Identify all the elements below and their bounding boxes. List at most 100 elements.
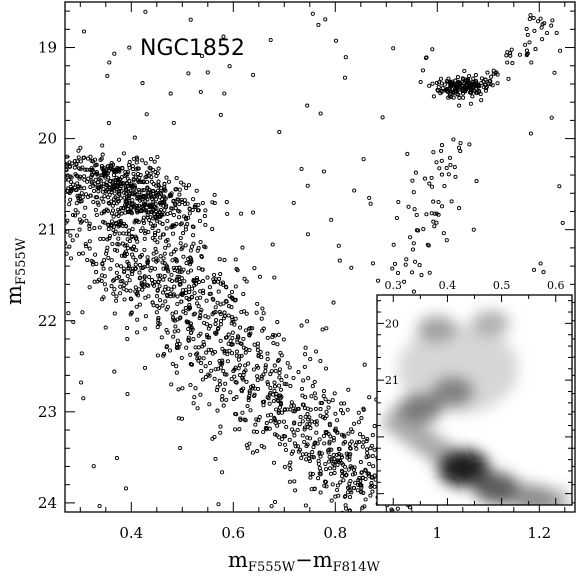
star-point: [456, 145, 462, 150]
inset-diffuse-region: [398, 323, 519, 414]
star-point: [181, 309, 186, 314]
star-point: [89, 179, 94, 184]
star-point: [326, 405, 331, 410]
star-point: [246, 361, 251, 366]
star-point: [164, 344, 170, 349]
star-point: [362, 504, 367, 509]
star-point: [102, 220, 107, 225]
star-point: [83, 192, 89, 197]
star-point: [221, 403, 226, 408]
star-point: [241, 292, 246, 297]
star-point: [458, 141, 463, 146]
star-point: [147, 203, 152, 208]
star-point: [161, 256, 166, 261]
star-point: [446, 172, 451, 177]
star-point: [330, 398, 335, 403]
star-point: [265, 357, 270, 362]
star-point: [225, 211, 230, 216]
star-point: [265, 382, 271, 387]
star-point: [336, 493, 341, 498]
star-point: [308, 471, 313, 476]
star-point: [161, 277, 166, 282]
star-point: [186, 71, 191, 76]
star-point: [169, 206, 174, 211]
star-point: [133, 285, 138, 290]
star-point: [80, 251, 85, 256]
star-point: [320, 327, 325, 332]
star-point: [370, 433, 375, 438]
star-point: [68, 189, 74, 194]
star-point: [247, 389, 252, 394]
star-point: [436, 80, 442, 85]
star-point: [145, 212, 150, 218]
star-point: [198, 314, 203, 319]
star-point: [243, 363, 248, 368]
star-point: [297, 447, 303, 452]
star-point: [180, 386, 185, 391]
star-point: [161, 266, 166, 271]
star-point: [340, 474, 345, 479]
star-point: [111, 278, 116, 283]
star-point: [203, 208, 208, 213]
star-point: [340, 510, 345, 512]
star-point: [541, 270, 546, 275]
star-point: [222, 258, 227, 263]
star-point: [455, 75, 460, 80]
star-point: [125, 391, 130, 397]
star-point: [50, 242, 53, 245]
star-point: [250, 386, 255, 391]
x-tick-label: 1.2: [527, 524, 551, 542]
star-point: [474, 179, 479, 184]
star-point: [174, 221, 179, 227]
star-point: [457, 103, 462, 108]
star-point: [114, 221, 119, 226]
star-point: [352, 471, 358, 476]
star-point: [251, 72, 256, 77]
star-point: [532, 28, 537, 33]
inset-heat-blobs: [379, 310, 570, 505]
star-point: [411, 241, 416, 246]
star-point: [272, 363, 277, 368]
star-point: [272, 499, 278, 505]
star-point: [447, 155, 453, 160]
star-point: [206, 347, 211, 352]
star-point: [119, 183, 124, 188]
star-point: [209, 368, 214, 373]
star-point: [158, 185, 164, 191]
star-point: [104, 170, 109, 175]
star-point: [121, 286, 126, 291]
star-point: [104, 287, 109, 292]
star-point: [140, 81, 145, 86]
star-point: [66, 177, 71, 182]
star-point: [95, 171, 100, 177]
star-point: [370, 489, 375, 494]
star-point: [336, 243, 341, 248]
star-point: [279, 437, 284, 442]
star-point: [279, 378, 284, 383]
star-point: [322, 441, 327, 446]
star-point: [182, 279, 187, 284]
star-point: [422, 176, 428, 181]
star-point: [59, 257, 62, 260]
star-point: [237, 427, 242, 432]
star-point: [446, 79, 451, 84]
star-point: [152, 230, 158, 235]
star-point: [413, 259, 418, 264]
star-point: [350, 472, 355, 477]
star-point: [353, 480, 358, 485]
star-point: [316, 476, 321, 481]
star-point: [293, 407, 298, 412]
main-axis-ticks: [65, 2, 575, 512]
star-point: [96, 202, 101, 207]
star-point: [318, 358, 323, 364]
star-point: [180, 200, 185, 205]
star-point: [418, 79, 423, 85]
star-point: [510, 61, 515, 66]
star-point: [41, 181, 44, 184]
star-point: [161, 188, 166, 193]
star-point: [89, 258, 94, 263]
star-point: [183, 215, 189, 220]
star-point: [122, 282, 127, 288]
star-point: [467, 82, 472, 87]
star-point: [274, 407, 279, 412]
